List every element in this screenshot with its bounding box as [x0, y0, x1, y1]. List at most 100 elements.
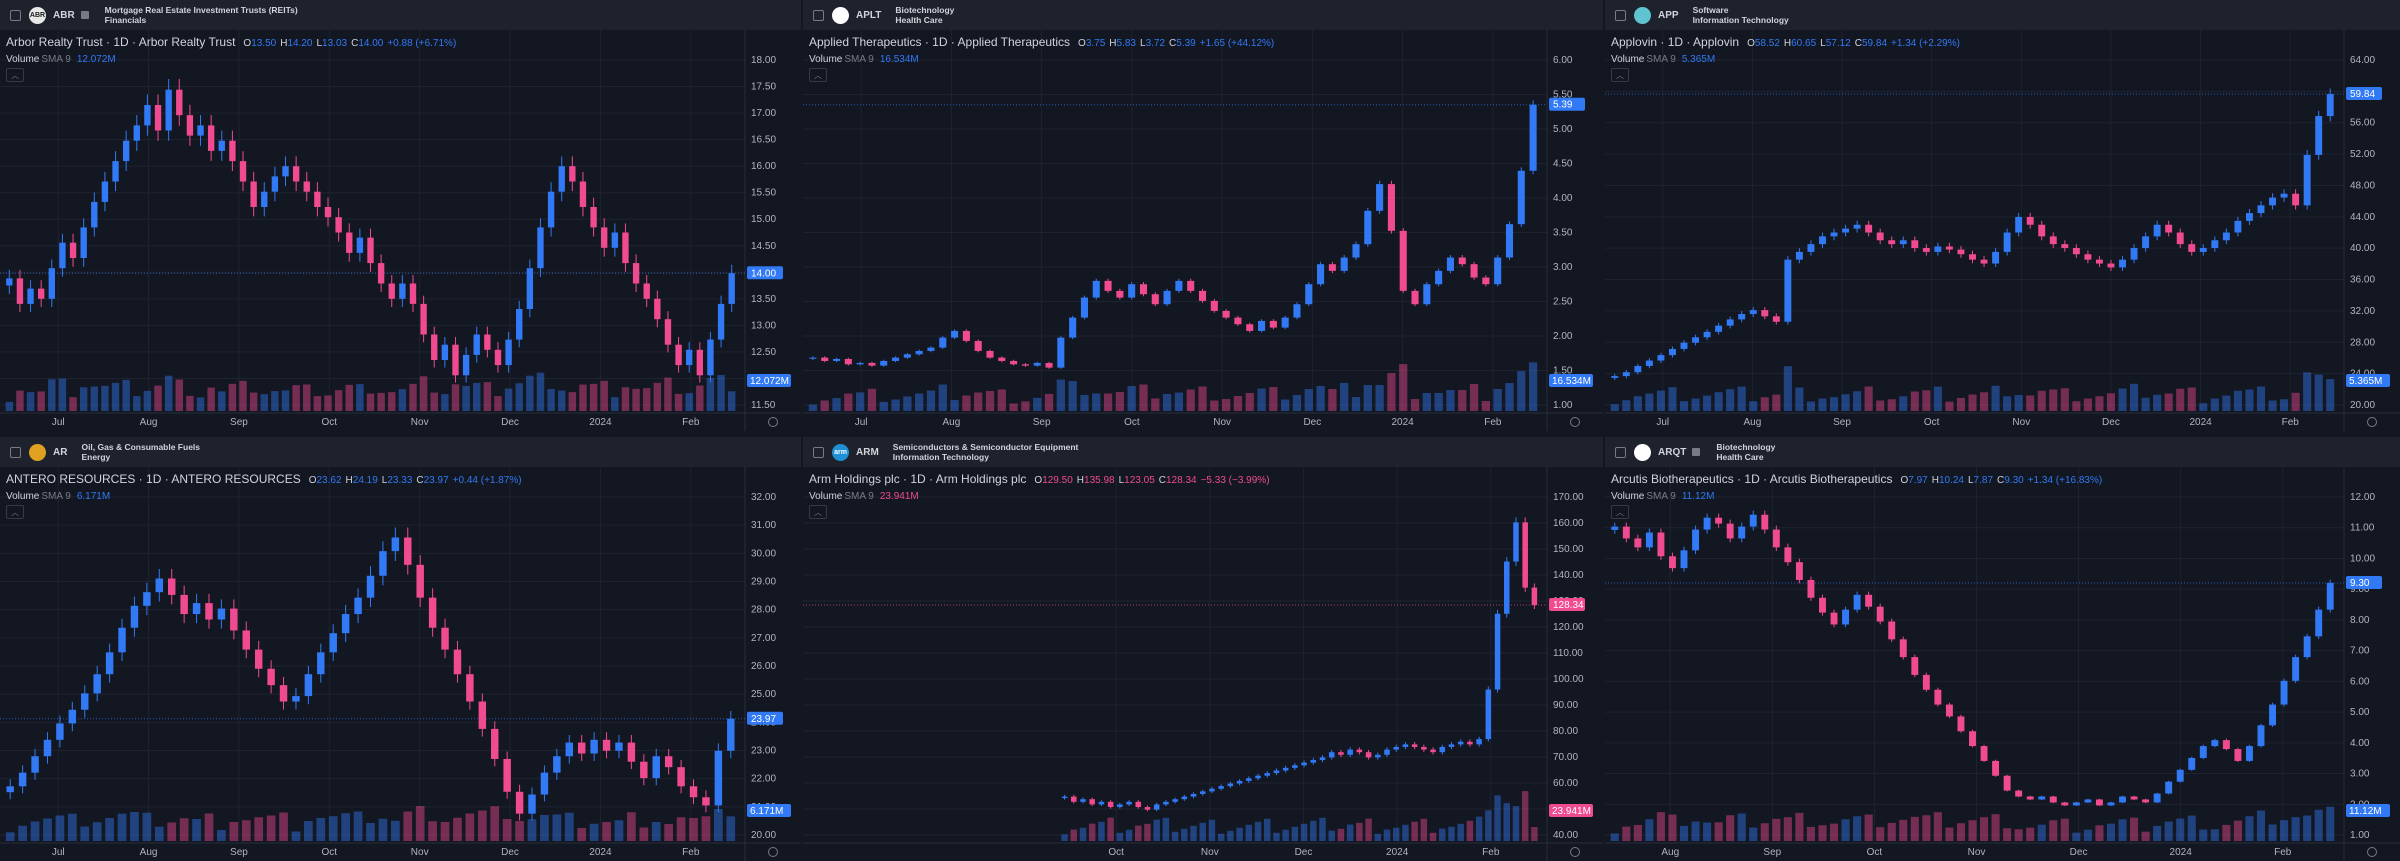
candle: [388, 283, 395, 299]
select-checkbox[interactable]: [813, 446, 824, 458]
ticker-symbol[interactable]: ARQT: [1658, 446, 1687, 458]
candle: [664, 756, 673, 768]
ohlc-o: 58.52: [1754, 38, 1780, 49]
ticker-symbol[interactable]: ARM: [856, 446, 879, 458]
y-tick-label: 12.50: [751, 347, 776, 358]
volume-bar: [1933, 812, 1942, 841]
price-chart[interactable]: 32.00 31.00 30.00 29.00 28.00 27.00 26.00 25.00…: [0, 467, 801, 861]
select-checkbox[interactable]: [813, 9, 824, 21]
candle: [93, 674, 101, 694]
candle: [303, 181, 310, 192]
candle: [441, 627, 449, 650]
settings-icon[interactable]: [2367, 847, 2377, 857]
volume-bar: [1068, 381, 1077, 411]
price-chart[interactable]: 12.00 11.00 10.00 9.00 8.00 7.00 6.00 5.00 4.00 3…: [1605, 467, 2400, 861]
collapse-legend-button[interactable]: ︿: [6, 505, 24, 519]
sma-label: SMA 9: [1646, 491, 1676, 502]
settings-icon[interactable]: [768, 417, 778, 427]
candle: [356, 237, 364, 253]
candle: [632, 263, 640, 284]
candle: [1198, 290, 1207, 301]
ohlc-change: +0.88 (+6.71%): [387, 38, 457, 49]
y-tick-label: 36.00: [2350, 275, 2375, 286]
volume-bar: [1282, 829, 1289, 841]
collapse-legend-button[interactable]: ︿: [6, 68, 24, 82]
ticker-symbol[interactable]: APLT: [856, 9, 882, 21]
volume-bar: [5, 401, 14, 411]
volume-bar: [1356, 822, 1363, 841]
volume-bar: [167, 822, 177, 841]
ticker-symbol[interactable]: APP: [1658, 9, 1679, 21]
candle: [1021, 364, 1029, 366]
volume-bar: [1760, 823, 1769, 841]
candle: [1347, 749, 1353, 755]
volume-bar: [328, 816, 338, 841]
x-tick-label: Aug: [140, 417, 158, 428]
volume-bar: [502, 819, 512, 841]
x-tick-label: 2024: [1391, 417, 1414, 428]
select-checkbox[interactable]: [10, 446, 21, 458]
y-tick-label: 32.00: [751, 492, 776, 503]
candle: [1807, 244, 1815, 252]
price-chart[interactable]: 170.00160.00150.00140.00130.00120.00110.…: [803, 467, 1603, 861]
volume-bar: [1714, 822, 1723, 841]
panel-header: ARQT Biotechnology Health Care: [1605, 437, 2400, 467]
price-chart[interactable]: 18.00 17.50 17.00 16.50 16.00 15.50 15.00 14.50…: [0, 30, 801, 431]
volume-bar: [1968, 394, 1977, 411]
candle: [1264, 773, 1271, 776]
volume-bar: [685, 393, 693, 411]
chart-panel-abr[interactable]: ABR ABR Mortgage Real Estate Investment Tr…: [0, 0, 801, 431]
settings-icon[interactable]: [2367, 417, 2377, 427]
y-tick-label: 28.00: [2350, 337, 2375, 348]
collapse-legend-button[interactable]: ︿: [809, 505, 827, 519]
candle: [154, 105, 162, 131]
settings-icon[interactable]: [1570, 417, 1580, 427]
chart-panel-arm[interactable]: arm ARM Semiconductors & Semiconductor Equ…: [803, 437, 1603, 861]
volume-bar: [80, 826, 90, 841]
ohlc-readout: O13.50 H14.20 L13.03 C14.00 +0.88 (+6.71%): [243, 38, 456, 49]
volume-bar: [1656, 390, 1665, 411]
ticker-symbol[interactable]: ABR: [53, 9, 75, 21]
volume-bar: [254, 817, 264, 841]
y-tick-label: 5.00: [1553, 124, 1573, 135]
settings-icon[interactable]: [1570, 847, 1580, 857]
volume-bar: [2256, 386, 2266, 411]
chart-panel-arqt[interactable]: ARQT Biotechnology Health Care 12.00 11.00 10…: [1605, 437, 2400, 861]
ohlc-key: L: [1967, 475, 1974, 486]
volume-bar: [377, 392, 385, 411]
settings-icon[interactable]: [768, 847, 778, 857]
collapse-legend-button[interactable]: ︿: [1611, 505, 1629, 519]
volume-bar: [1316, 386, 1325, 411]
price-chart[interactable]: 64.0060.0056.0052.0048.0044.0040.0036.00…: [1605, 30, 2400, 431]
select-checkbox[interactable]: [10, 9, 21, 21]
candle: [1269, 320, 1277, 328]
candle: [939, 337, 947, 348]
x-tick-label: Oct: [1867, 847, 1883, 858]
select-checkbox[interactable]: [1615, 446, 1626, 458]
x-tick-label: Aug: [1744, 417, 1762, 428]
volume-bar: [2141, 831, 2150, 841]
volume-bar: [366, 393, 375, 411]
x-tick-label: Dec: [501, 417, 519, 428]
candle: [1934, 246, 1942, 252]
collapse-legend-button[interactable]: ︿: [1611, 68, 1629, 82]
ticker-symbol[interactable]: AR: [53, 446, 68, 458]
chart-panel-ar[interactable]: AR Oil, Gas & Consumable Fuels Energy 32.00…: [0, 437, 801, 861]
candle: [1402, 744, 1409, 747]
collapse-legend-button[interactable]: ︿: [809, 68, 827, 82]
price-chart[interactable]: 6.00 5.50 5.00 4.50 4.00 3.50 3.00 2.50 2.00 1.50…: [803, 30, 1603, 431]
volume-bar: [1340, 383, 1349, 411]
candle: [1069, 317, 1077, 338]
candle: [915, 350, 923, 355]
candle: [2222, 740, 2230, 750]
candle: [81, 693, 89, 710]
candle: [1795, 251, 1803, 260]
candle: [880, 360, 888, 366]
candle: [1634, 538, 1642, 548]
chart-panel-aplt[interactable]: APLT Biotechnology Health Care 6.00 5.50 5.00…: [803, 0, 1603, 431]
y-tick-label: 48.00: [2350, 180, 2375, 191]
select-checkbox[interactable]: [1615, 9, 1626, 21]
candle: [590, 207, 597, 228]
candle: [1172, 799, 1178, 802]
